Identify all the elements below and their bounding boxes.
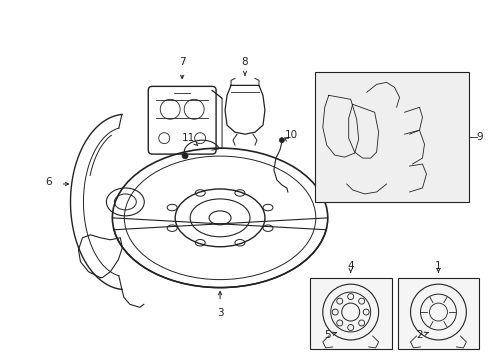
Text: 1: 1	[434, 261, 441, 271]
Text: 9: 9	[475, 132, 482, 142]
Bar	[397, 278, 478, 349]
Text: 8: 8	[241, 58, 248, 67]
Text: 6: 6	[45, 177, 52, 187]
Text: 3: 3	[216, 309, 223, 319]
Bar	[314, 72, 468, 202]
Text: 4: 4	[346, 261, 353, 271]
Text: 2: 2	[415, 330, 422, 341]
Bar	[309, 278, 391, 349]
Circle shape	[182, 153, 188, 159]
Text: 7: 7	[179, 58, 185, 67]
Text: 10: 10	[285, 130, 298, 140]
Text: 5: 5	[324, 330, 330, 341]
Circle shape	[279, 138, 284, 143]
Text: 11: 11	[181, 133, 194, 143]
